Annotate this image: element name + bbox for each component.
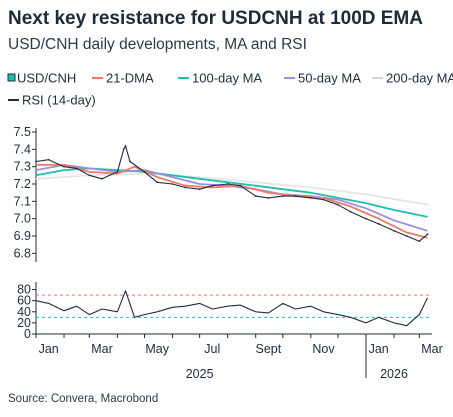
data-point-usd-cnh: [405, 235, 408, 237]
data-point-usd-cnh: [35, 160, 37, 163]
data-point-usd-cnh: [211, 184, 214, 187]
rsi-y-tick-label: 80: [17, 283, 31, 297]
data-point-usd-cnh: [116, 170, 119, 173]
price-y-tick-label: 7.2: [14, 177, 31, 191]
price-y-tick-label: 6.9: [14, 229, 31, 243]
legend-label-rsi-14-day: RSI (14-day): [22, 93, 96, 108]
data-point-usd-cnh: [239, 184, 242, 187]
price-y-tick-label: 7.4: [14, 142, 31, 156]
data-point-usd-cnh: [75, 167, 78, 170]
data-point-usd-cnh: [226, 183, 229, 185]
legend-label-50-day-ma: 50-day MA: [298, 71, 361, 86]
legend-label-usd-cnh: USD/CNH: [17, 71, 76, 86]
data-point-usd-cnh: [426, 233, 429, 236]
x-tick-label: Sept: [255, 342, 281, 356]
rsi-y-tick-label: 40: [17, 305, 31, 319]
rsi-y-tick-label: 20: [17, 316, 31, 330]
legend-label-200-day-ma: 200-day MA: [386, 71, 453, 86]
data-point-usd-cnh: [143, 170, 146, 173]
x-tick-label: Mar: [91, 342, 113, 356]
chart-source: Source: Convera, Macrobond: [8, 393, 159, 405]
price-y-tick-label: 7.0: [14, 212, 31, 226]
series-line-rsi-14-day: [35, 290, 428, 327]
data-point-usd-cnh: [309, 196, 312, 199]
data-point-usd-cnh: [47, 158, 50, 161]
price-y-tick-label: 7.1: [14, 194, 31, 208]
x-tick-label: Jan: [369, 342, 389, 356]
year-label: 2025: [186, 367, 214, 381]
data-point-usd-cnh: [184, 186, 187, 189]
x-tick-label: Jan: [39, 342, 59, 356]
price-y-tick-label: 6.8: [14, 246, 31, 260]
data-point-usd-cnh: [281, 195, 284, 198]
data-point-usd-cnh: [122, 148, 125, 151]
data-point-usd-cnh: [365, 217, 367, 220]
data-point-usd-cnh: [129, 160, 131, 163]
data-point-usd-cnh: [267, 196, 270, 199]
data-point-usd-cnh: [337, 203, 339, 206]
x-tick-label: Mar: [421, 342, 443, 356]
data-point-usd-cnh: [322, 198, 325, 201]
series-line-200-day-ma: [35, 172, 428, 206]
data-point-usd-cnh: [124, 144, 127, 147]
chart-title: Next key resistance for USDCNH at 100D E…: [8, 8, 423, 29]
data-point-usd-cnh: [294, 195, 297, 198]
data-point-usd-cnh: [63, 165, 65, 168]
legend-swatch-usd-cnh: [7, 73, 16, 82]
series-line-usd-cnh: [35, 145, 428, 242]
x-tick-label: Nov: [312, 342, 335, 356]
series-line-21-dma: [36, 163, 428, 239]
data-point-usd-cnh: [198, 188, 201, 191]
data-point-usd-cnh: [101, 177, 103, 180]
x-tick-label: Jul: [204, 342, 220, 356]
data-point-usd-cnh: [377, 222, 380, 225]
chart-subtitle: USD/CNH daily developments, MA and RSI: [8, 36, 307, 53]
legend-label-100-day-ma: 100-day MA: [192, 71, 262, 86]
data-point-usd-cnh: [393, 229, 395, 232]
data-point-usd-cnh: [418, 240, 421, 243]
data-point-usd-cnh: [349, 210, 352, 213]
data-point-usd-cnh: [156, 181, 159, 184]
data-point-usd-cnh: [254, 195, 257, 198]
price-y-tick-label: 7.5: [14, 125, 31, 139]
legend-label-21-dma: 21-DMA: [106, 71, 154, 86]
price-y-tick-label: 7.3: [14, 160, 31, 174]
year-label: 2026: [380, 367, 408, 381]
data-point-usd-cnh: [88, 174, 91, 177]
data-point-usd-cnh: [171, 183, 174, 185]
x-tick-label: May: [145, 342, 169, 356]
rsi-y-tick-label: 0: [24, 327, 31, 341]
rsi-y-tick-label: 60: [17, 294, 31, 308]
